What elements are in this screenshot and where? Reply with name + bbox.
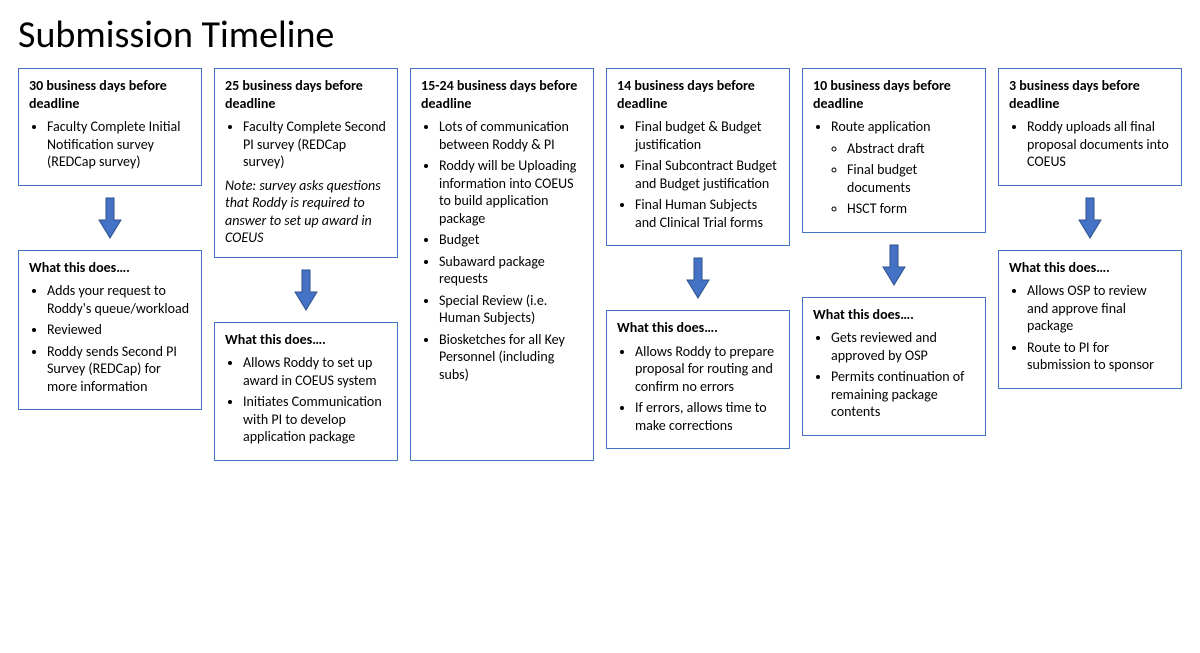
page-title: Submission Timeline: [18, 12, 1182, 58]
list-item: Faculty Complete Initial Notification su…: [47, 118, 191, 171]
top-list: Roddy uploads all final proposal documen…: [1009, 118, 1171, 171]
list-item: Faculty Complete Second PI survey (REDCa…: [243, 118, 387, 171]
list-item: Final budget documents: [847, 161, 975, 196]
list-item: Budget: [439, 231, 583, 249]
list-item: Reviewed: [47, 321, 191, 339]
top-header: 3 business days before deadline: [1009, 77, 1171, 112]
top-header: 14 business days before deadline: [617, 77, 779, 112]
list-item: Final budget & Budget justification: [635, 118, 779, 153]
bottom-box: What this does…. Adds your request to Ro…: [18, 250, 202, 411]
bottom-header: What this does….: [1009, 259, 1171, 277]
bottom-box: What this does…. Allows OSP to review an…: [998, 250, 1182, 389]
list-item: Permits continuation of remaining packag…: [831, 368, 975, 421]
bottom-header: What this does….: [617, 319, 779, 337]
list-item: Final Subcontract Budget and Budget just…: [635, 157, 779, 192]
list-item: Gets reviewed and approved by OSP: [831, 329, 975, 364]
top-sublist: Abstract draft Final budget documents HS…: [831, 140, 975, 218]
top-box: 30 business days before deadline Faculty…: [18, 68, 202, 186]
bottom-list: Adds your request to Roddy's queue/workl…: [29, 282, 191, 395]
list-item: Final Human Subjects and Clinical Trial …: [635, 196, 779, 231]
bottom-list: Gets reviewed and approved by OSP Permit…: [813, 329, 975, 421]
list-item-text: Route application: [831, 118, 930, 135]
bottom-box: What this does…. Allows Roddy to set up …: [214, 322, 398, 461]
arrow-down-icon: [214, 258, 398, 322]
top-header: 25 business days before deadline: [225, 77, 387, 112]
list-item: Allows OSP to review and approve final p…: [1027, 282, 1171, 335]
bottom-header: What this does….: [813, 306, 975, 324]
list-item: Subaward package requests: [439, 253, 583, 288]
timeline-column: 25 business days before deadline Faculty…: [214, 68, 398, 461]
top-list: Route application Abstract draft Final b…: [813, 118, 975, 218]
list-item: Allows Roddy to set up award in COEUS sy…: [243, 354, 387, 389]
top-box: 14 business days before deadline Final b…: [606, 68, 790, 246]
top-box: 15-24 business days before deadline Lots…: [410, 68, 594, 461]
list-item: Initiates Communication with PI to devel…: [243, 393, 387, 446]
top-note: Note: survey asks questions that Roddy i…: [225, 177, 387, 247]
timeline-column: 3 business days before deadline Roddy up…: [998, 68, 1182, 461]
timeline-grid: 30 business days before deadline Faculty…: [18, 68, 1182, 461]
bottom-list: Allows OSP to review and approve final p…: [1009, 282, 1171, 374]
timeline-column: 30 business days before deadline Faculty…: [18, 68, 202, 461]
list-item: Roddy will be Uploading information into…: [439, 157, 583, 227]
list-item: Route to PI for submission to sponsor: [1027, 339, 1171, 374]
bottom-box: What this does…. Gets reviewed and appro…: [802, 297, 986, 436]
timeline-column: 10 business days before deadline Route a…: [802, 68, 986, 461]
list-item: Biosketches for all Key Personnel (inclu…: [439, 331, 583, 384]
list-item: HSCT form: [847, 200, 975, 218]
arrow-down-icon: [802, 233, 986, 297]
list-item: Roddy uploads all final proposal documen…: [1027, 118, 1171, 171]
list-item: Adds your request to Roddy's queue/workl…: [47, 282, 191, 317]
bottom-list: Allows Roddy to prepare proposal for rou…: [617, 343, 779, 435]
arrow-down-icon: [18, 186, 202, 250]
list-item: Allows Roddy to prepare proposal for rou…: [635, 343, 779, 396]
bottom-box: What this does…. Allows Roddy to prepare…: [606, 310, 790, 449]
list-item: Roddy sends Second PI Survey (REDCap) fo…: [47, 343, 191, 396]
timeline-column: 15-24 business days before deadline Lots…: [410, 68, 594, 461]
list-item: If errors, allows time to make correctio…: [635, 399, 779, 434]
list-item: Special Review (i.e. Human Subjects): [439, 292, 583, 327]
bottom-list: Allows Roddy to set up award in COEUS sy…: [225, 354, 387, 446]
timeline-column: 14 business days before deadline Final b…: [606, 68, 790, 461]
bottom-header: What this does….: [29, 259, 191, 277]
top-header: 30 business days before deadline: [29, 77, 191, 112]
top-list: Faculty Complete Second PI survey (REDCa…: [225, 118, 387, 171]
top-list: Final budget & Budget justification Fina…: [617, 118, 779, 231]
top-box: 3 business days before deadline Roddy up…: [998, 68, 1182, 186]
arrow-down-icon: [998, 186, 1182, 250]
top-list: Lots of communication between Roddy & PI…: [421, 118, 583, 383]
top-list: Faculty Complete Initial Notification su…: [29, 118, 191, 171]
arrow-down-icon: [606, 246, 790, 310]
top-header: 10 business days before deadline: [813, 77, 975, 112]
list-item: Route application Abstract draft Final b…: [831, 118, 975, 218]
list-item: Abstract draft: [847, 140, 975, 158]
top-header: 15-24 business days before deadline: [421, 77, 583, 112]
top-box: 25 business days before deadline Faculty…: [214, 68, 398, 258]
top-box: 10 business days before deadline Route a…: [802, 68, 986, 233]
bottom-header: What this does….: [225, 331, 387, 349]
list-item: Lots of communication between Roddy & PI: [439, 118, 583, 153]
